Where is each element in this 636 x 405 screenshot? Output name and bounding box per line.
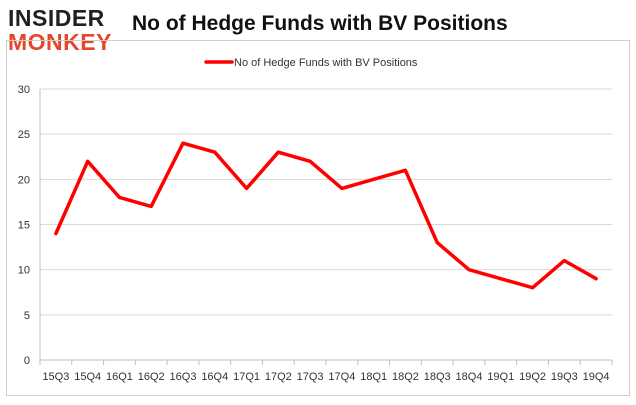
- x-tick-label: 19Q4: [583, 371, 610, 383]
- x-tick-label: 18Q3: [424, 371, 451, 383]
- logo-line-2: MONKEY: [8, 29, 112, 55]
- x-tick-label: 18Q4: [456, 371, 483, 383]
- x-tick-label: 19Q3: [551, 371, 578, 383]
- x-tick-label: 16Q3: [170, 371, 197, 383]
- y-tick-label: 0: [24, 355, 30, 367]
- legend: No of Hedge Funds with BV Positions: [204, 57, 418, 69]
- data-point: [435, 241, 439, 245]
- data-point: [117, 195, 121, 199]
- x-tick-label: 17Q2: [265, 371, 292, 383]
- y-tick-label: 20: [18, 174, 30, 186]
- data-point: [86, 159, 90, 163]
- x-tick-label: 19Q1: [487, 371, 514, 383]
- x-tick-label: 16Q4: [201, 371, 228, 383]
- y-tick-label: 30: [18, 84, 30, 96]
- y-tick-label: 25: [18, 129, 30, 141]
- x-tick-label: 17Q4: [328, 371, 355, 383]
- x-tick-label: 17Q3: [297, 371, 324, 383]
- data-point: [340, 186, 344, 190]
- series-layer: [54, 141, 598, 290]
- insider-monkey-logo: INSIDER MONKEY: [8, 6, 123, 58]
- chart-frame: [6, 40, 630, 396]
- series-line: [54, 141, 598, 290]
- y-tick-label: 5: [24, 310, 30, 322]
- chart-title: No of Hedge Funds with BV Positions: [132, 12, 508, 35]
- data-point: [594, 277, 598, 281]
- x-tick-label: 16Q2: [138, 371, 165, 383]
- x-tick-label: 18Q2: [392, 371, 419, 383]
- gridlines: [40, 88, 612, 316]
- logo-line-1: INSIDER: [8, 5, 105, 31]
- data-point: [308, 159, 312, 163]
- x-tick-label: 17Q1: [233, 371, 260, 383]
- x-tick-label: 19Q2: [519, 371, 546, 383]
- data-point: [276, 150, 280, 154]
- data-point: [467, 268, 471, 272]
- axes: 0 5 10 15 20 25 30 15Q3 15Q4 16Q1 16Q2 16Q3 16Q4 17Q1…: [18, 84, 613, 383]
- x-tick-label: 16Q1: [106, 371, 133, 383]
- data-point: [372, 177, 376, 181]
- data-point: [181, 141, 185, 145]
- data-point: [245, 186, 249, 190]
- data-point: [54, 232, 58, 236]
- data-point: [213, 150, 217, 154]
- data-point: [531, 286, 535, 290]
- data-point: [562, 259, 566, 263]
- x-tick-label: 15Q3: [42, 371, 69, 383]
- data-point: [149, 204, 153, 208]
- y-tick-label: 10: [18, 265, 30, 277]
- legend-label: No of Hedge Funds with BV Positions: [234, 57, 418, 69]
- data-point: [499, 277, 503, 281]
- x-tick-label: 18Q1: [360, 371, 387, 383]
- x-tick-label: 15Q4: [74, 371, 101, 383]
- data-point: [403, 168, 407, 172]
- y-tick-label: 15: [18, 220, 30, 232]
